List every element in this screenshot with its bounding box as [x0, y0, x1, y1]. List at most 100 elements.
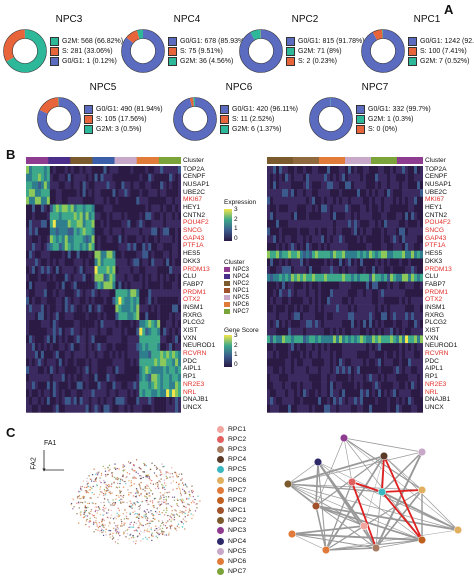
legend-label: G0/G1: 490 (81.94%) [96, 106, 163, 113]
cluster-legend-title: Cluster [224, 259, 245, 266]
cell-type-label: RPC6 [228, 477, 246, 484]
legend-label: G0/G1: 332 (99.7%) [368, 106, 431, 113]
paga-node [340, 434, 348, 442]
gene-label: UNCX [183, 404, 215, 412]
gene-label: CLU [425, 273, 457, 281]
gene-label: HES5 [425, 250, 457, 258]
gene-label: INSM1 [183, 304, 215, 312]
legend-label: G2M: 7 (0.52%) [420, 58, 469, 65]
cluster-swatch [224, 295, 230, 300]
donut-legend-item: S: 100 (7.41%) [408, 46, 474, 56]
legend-swatch [408, 47, 417, 56]
cell-type-label: NPC5 [228, 548, 246, 555]
cell-type-legend-item: NPC5 [217, 546, 246, 556]
donut-legend-item: G0/G1: 332 (99.7%) [356, 104, 431, 114]
cluster-legend-label: NPC1 [233, 288, 249, 294]
gene-label: PTF1A [425, 242, 457, 250]
cluster-legend-item: NPC7 [224, 308, 249, 315]
legend-dot [217, 456, 224, 463]
cluster-swatch [224, 267, 230, 272]
gene-score-colorbar [224, 335, 232, 367]
cluster-row-label: Cluster [183, 157, 215, 166]
donut-slice [244, 34, 278, 68]
gene-label: NEUROD1 [183, 342, 215, 350]
paga-node [314, 458, 322, 466]
donut-legend-item: G0/G1: 420 (96.11%) [220, 104, 298, 114]
donut-legend-item: G2M: 6 (1.37%) [220, 124, 298, 134]
panel-label-b: B [6, 147, 15, 162]
legend-label: G2M: 3 (0.5%) [96, 126, 142, 133]
cluster-legend-label: NPC4 [233, 274, 249, 280]
cluster-bar-segment [319, 157, 345, 164]
colorbar-tick: 1 [234, 351, 238, 361]
legend-label: G0/G1: 1242 (92.07%) [420, 38, 474, 45]
axis-label-fa2: FA2 [31, 457, 38, 469]
legend-dot [217, 548, 224, 555]
legend-label: S: 11 (2.52%) [232, 116, 274, 123]
cell-type-legend-item: RPC7 [217, 485, 246, 495]
legend-label: G0/G1: 1 (0.12%) [62, 58, 117, 65]
legend-swatch [220, 125, 229, 134]
legend-dot [217, 568, 224, 575]
donut-legend-item: S: 105 (17.56%) [84, 114, 163, 124]
paga-node [418, 448, 426, 456]
cell-type-legend-item: NPC1 [217, 506, 246, 516]
donut-slice [138, 34, 143, 35]
legend-swatch [50, 57, 59, 66]
legend-dot [217, 477, 224, 484]
cluster-legend-item: NPC1 [224, 287, 249, 294]
gene-label: TOP2A [425, 166, 457, 174]
donut-slice [253, 34, 261, 36]
legend-label: S: 100 (7.41%) [420, 48, 467, 55]
cluster-bar-segment [345, 157, 371, 164]
colorbar-tick: 3 [234, 332, 238, 342]
cluster-legend-label: NPC6 [233, 302, 249, 308]
gene-label: CNTN2 [183, 212, 215, 220]
legend-label: G2M: 71 (8%) [298, 48, 342, 55]
cluster-swatch [224, 302, 230, 307]
legend-label: S: 2 (0.23%) [298, 58, 337, 65]
gene-label: CLU [183, 273, 215, 281]
heatmap-right [267, 157, 423, 413]
paga-node [288, 530, 296, 538]
donut-title: NPC5 [58, 82, 148, 93]
donut-legend-item: G2M: 3 (0.5%) [84, 124, 163, 134]
donut-legend-item: G2M: 1 (0.3%) [356, 114, 431, 124]
gene-label: UNCX [425, 404, 457, 412]
donut-legend-item: S: 11 (2.52%) [220, 114, 298, 124]
legend-swatch [84, 105, 93, 114]
gene-label: PLCG2 [183, 319, 215, 327]
legend-label: G0/G1: 678 (85.93%) [180, 38, 247, 45]
gene-label: RCVRN [183, 350, 215, 358]
cell-type-legend-item: RPC4 [217, 455, 246, 465]
cell-type-label: NPC3 [228, 527, 246, 534]
donut-legend-item: S: 0 (0%) [356, 124, 431, 134]
legend-dot [217, 507, 224, 514]
cluster-legend-label: NPC3 [233, 267, 249, 273]
legend-dot [217, 538, 224, 545]
cluster-swatch [224, 274, 230, 279]
legend-dot [217, 497, 224, 504]
expression-legend-title: Expression [224, 199, 256, 206]
cluster-bar-segment [70, 157, 92, 164]
cluster-bar-segment [26, 157, 48, 164]
donut-slice [314, 102, 348, 136]
gene-score-legend-title: Gene Score [224, 327, 259, 334]
legend-label: S: 0 (0%) [368, 126, 397, 133]
cell-type-legend-item: NPC7 [217, 567, 246, 577]
legend-swatch [286, 57, 295, 66]
cell-type-label: RPC1 [228, 426, 246, 433]
cell-type-label: NPC2 [228, 517, 246, 524]
donut-title: NPC6 [194, 82, 284, 93]
legend-dot [217, 487, 224, 494]
cell-type-label: RPC5 [228, 466, 246, 473]
donut-legend: G0/G1: 678 (85.93%)S: 75 (9.51%)G2M: 36 … [168, 36, 247, 66]
gene-label: DNAJB1 [183, 396, 215, 404]
colorbar-tick: 0 [234, 235, 238, 245]
gene-label: INSM1 [425, 304, 457, 312]
legend-swatch [168, 37, 177, 46]
donut-legend: G0/G1: 332 (99.7%)G2M: 1 (0.3%) S: 0 (0%) [356, 104, 431, 134]
paga-edges [288, 438, 458, 550]
